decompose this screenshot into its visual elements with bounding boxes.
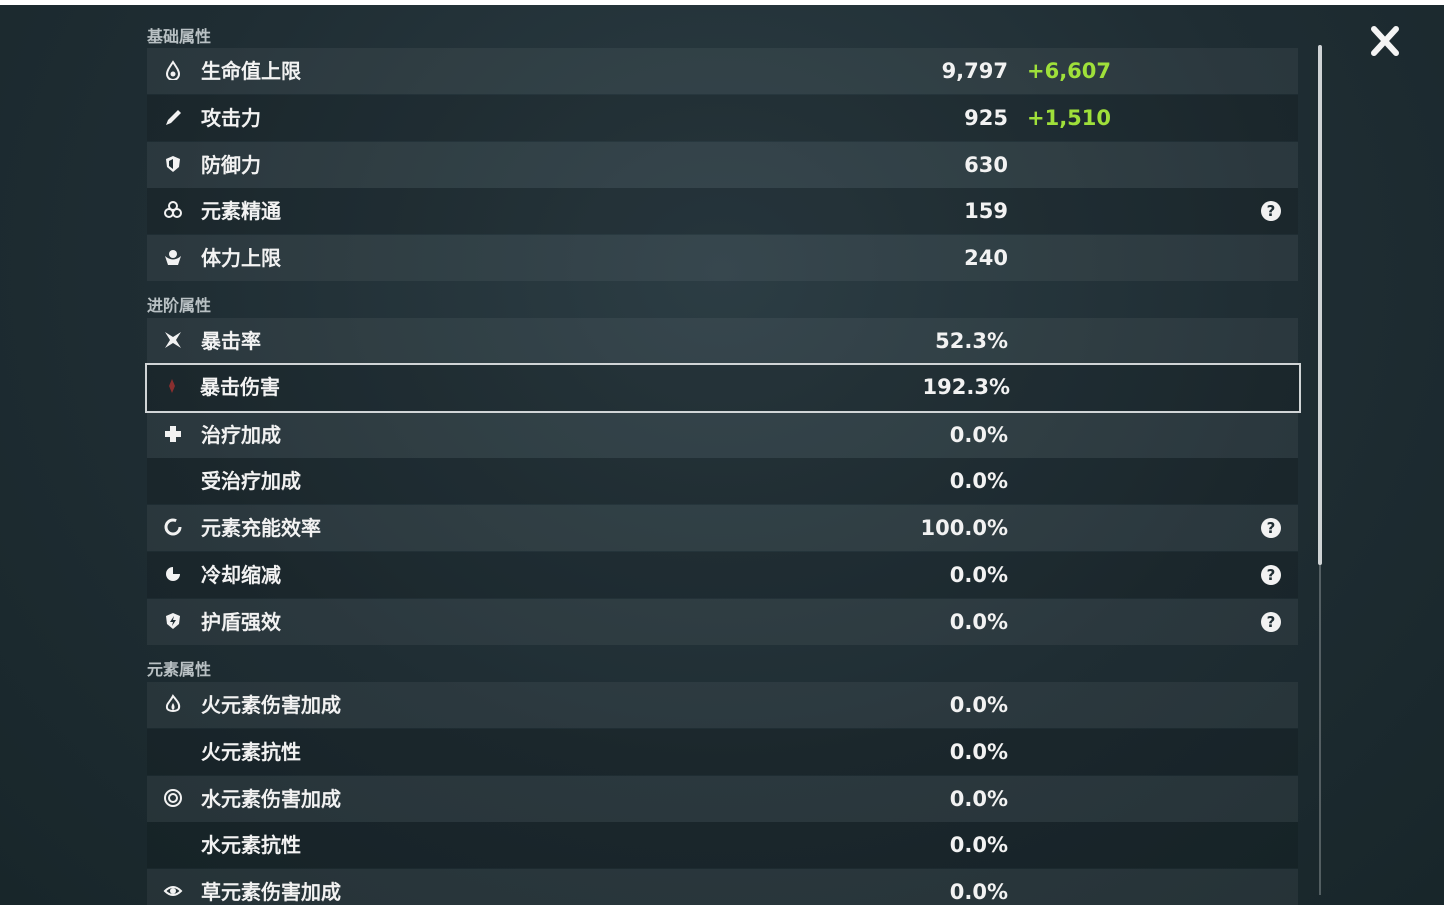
attribute-label: 受治疗加成 bbox=[201, 469, 301, 493]
attribute-icon bbox=[165, 60, 181, 80]
attribute-bonus: +1,510 bbox=[1027, 106, 1112, 130]
section-header: 基础属性 bbox=[147, 27, 212, 46]
attribute-label: 火元素伤害加成 bbox=[201, 693, 341, 717]
attribute-label: 暴击伤害 bbox=[200, 375, 280, 399]
attribute-label: 生命值上限 bbox=[201, 59, 301, 83]
attribute-row: 体力上限 240 bbox=[147, 235, 1298, 281]
attribute-row: 护盾强效 0.0%? bbox=[147, 599, 1298, 645]
attribute-label: 水元素抗性 bbox=[201, 833, 301, 857]
attribute-row: 火元素抗性 0.0% bbox=[147, 729, 1298, 775]
attribute-label: 护盾强效 bbox=[201, 610, 281, 634]
attribute-label: 治疗加成 bbox=[201, 423, 281, 447]
attribute-icon bbox=[166, 156, 180, 172]
attribute-value: 0.0% bbox=[949, 423, 1008, 447]
attribute-value: 0.0% bbox=[949, 693, 1008, 717]
attribute-label: 冷却缩减 bbox=[201, 563, 281, 587]
attribute-icon bbox=[166, 110, 181, 125]
attribute-row: 防御力 630 bbox=[147, 142, 1298, 188]
attribute-row: 生命值上限 9,797 +6,607 bbox=[147, 48, 1298, 94]
attribute-row: 水元素抗性 0.0% bbox=[147, 822, 1298, 868]
attribute-icon bbox=[165, 332, 181, 348]
attribute-value: 159 bbox=[964, 199, 1008, 223]
attribute-label: 火元素抗性 bbox=[201, 740, 301, 764]
attribute-icon bbox=[164, 201, 182, 218]
section-header: 进阶属性 bbox=[147, 296, 212, 315]
attribute-icon bbox=[164, 518, 182, 536]
attribute-label: 攻击力 bbox=[201, 106, 261, 130]
attribute-row: 火元素伤害加成 0.0% bbox=[147, 682, 1298, 728]
attribute-row: 水元素伤害加成 0.0% bbox=[147, 776, 1298, 822]
attribute-icon bbox=[165, 694, 181, 712]
attribute-icon bbox=[165, 426, 181, 442]
attribute-label: 草元素伤害加成 bbox=[201, 880, 341, 904]
attribute-value: 0.0% bbox=[949, 469, 1008, 493]
attribute-value: 9,797 bbox=[941, 59, 1008, 83]
attribute-label: 防御力 bbox=[201, 153, 261, 177]
attribute-label: 体力上限 bbox=[201, 246, 281, 270]
attribute-value: 240 bbox=[964, 246, 1008, 270]
attribute-value: 630 bbox=[964, 153, 1008, 177]
attribute-label: 元素精通 bbox=[201, 199, 281, 223]
attribute-value: 0.0% bbox=[949, 833, 1008, 857]
attribute-value: 0.0% bbox=[949, 563, 1008, 587]
attribute-value: 0.0% bbox=[949, 880, 1008, 904]
attribute-row: 受治疗加成 0.0% bbox=[147, 458, 1298, 504]
attribute-row: 暴击率 52.3% bbox=[147, 318, 1298, 364]
attribute-icon bbox=[169, 379, 175, 393]
attribute-row[interactable]: 暴击伤害 192.3% bbox=[145, 363, 1301, 413]
help-button[interactable]: ? bbox=[1261, 201, 1281, 221]
scrollbar[interactable] bbox=[1318, 45, 1322, 565]
attribute-row: 元素精通 159? bbox=[147, 188, 1298, 234]
attribute-label: 元素充能效率 bbox=[201, 516, 321, 540]
attribute-icon bbox=[165, 250, 181, 265]
attribute-icon bbox=[166, 613, 180, 629]
attribute-row: 攻击力 925 +1,510 bbox=[147, 95, 1298, 141]
window-edge bbox=[0, 0, 1444, 5]
attribute-icon bbox=[164, 789, 182, 807]
attribute-value: 0.0% bbox=[949, 740, 1008, 764]
attribute-value: 925 bbox=[964, 106, 1008, 130]
attribute-icon bbox=[163, 886, 183, 896]
attribute-value: 100.0% bbox=[920, 516, 1008, 540]
help-button[interactable]: ? bbox=[1261, 565, 1281, 585]
attribute-value: 0.0% bbox=[949, 787, 1008, 811]
attribute-label: 暴击率 bbox=[201, 329, 261, 353]
attribute-row: 冷却缩减 0.0%? bbox=[147, 552, 1298, 598]
help-button[interactable]: ? bbox=[1261, 518, 1281, 538]
close-button[interactable] bbox=[1368, 25, 1402, 57]
attribute-bonus: +6,607 bbox=[1027, 59, 1112, 83]
attribute-icon bbox=[166, 567, 180, 581]
attribute-value: 192.3% bbox=[922, 375, 1010, 399]
attribute-row: 治疗加成 0.0% bbox=[147, 412, 1298, 458]
section-header: 元素属性 bbox=[147, 660, 212, 679]
attribute-value: 52.3% bbox=[935, 329, 1008, 353]
attribute-label: 水元素伤害加成 bbox=[201, 787, 341, 811]
help-button[interactable]: ? bbox=[1261, 612, 1281, 632]
attribute-value: 0.0% bbox=[949, 610, 1008, 634]
attribute-row: 草元素伤害加成 0.0% bbox=[147, 869, 1298, 905]
attribute-row: 元素充能效率 100.0%? bbox=[147, 505, 1298, 551]
